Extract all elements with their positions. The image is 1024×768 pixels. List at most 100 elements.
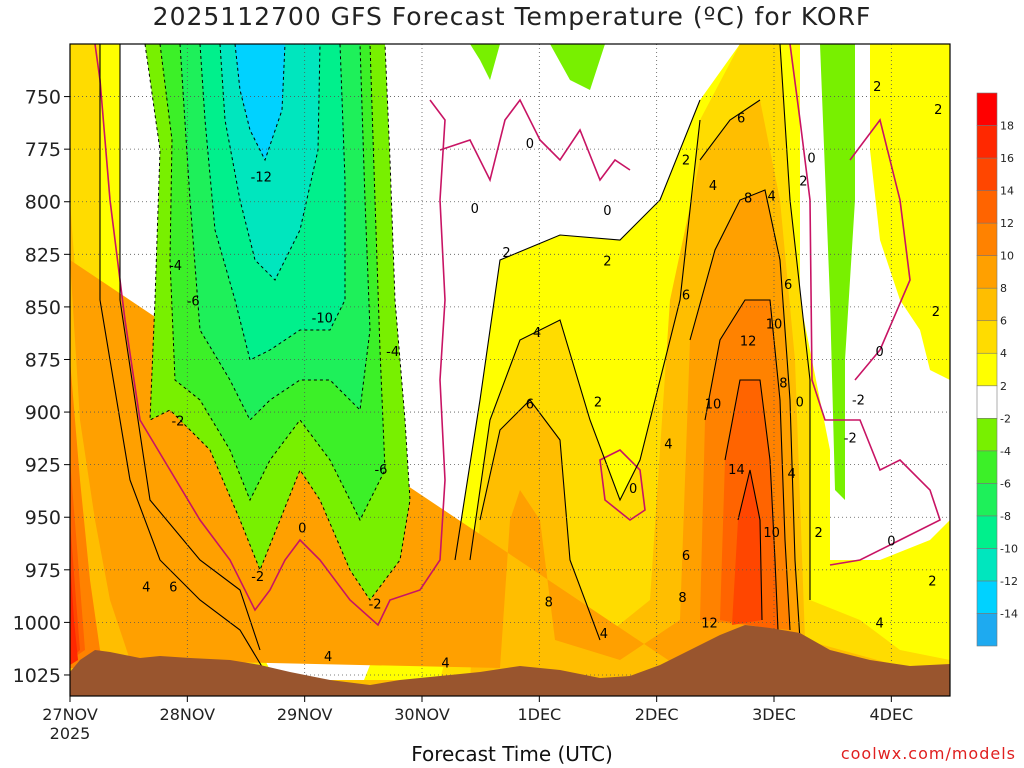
contour-label: 2 bbox=[873, 80, 881, 95]
contour-label: -12 bbox=[251, 171, 272, 186]
contour-label: 10 bbox=[763, 526, 780, 541]
contour-label: 10 bbox=[766, 318, 783, 333]
contour-label: 2 bbox=[603, 255, 611, 270]
color-scale-label: -14 bbox=[1000, 607, 1018, 620]
region-16-18 bbox=[70, 560, 78, 665]
contour-label: -2 bbox=[844, 431, 857, 446]
credit-text: coolwx.com/models bbox=[840, 744, 1016, 763]
contour-label: 2 bbox=[682, 154, 690, 169]
y-tick-label: 950 bbox=[25, 507, 61, 529]
contour-label: -2 bbox=[852, 393, 865, 408]
region-minus-14 bbox=[235, 44, 285, 160]
plot-frame bbox=[69, 43, 951, 697]
terrain bbox=[70, 625, 950, 696]
contour-label: 2 bbox=[502, 246, 510, 261]
contour-label: -10 bbox=[312, 311, 333, 326]
contour-label: 4 bbox=[600, 627, 608, 642]
contour-label: -2 bbox=[171, 414, 184, 429]
contour-label: 0 bbox=[807, 152, 815, 167]
color-scale-label: -10 bbox=[1000, 542, 1018, 555]
contour-label: -2 bbox=[251, 570, 264, 585]
contour-label: -6 bbox=[374, 463, 387, 478]
contour-label: -2 bbox=[369, 597, 382, 612]
contour-label: 0 bbox=[603, 204, 611, 219]
contour-label: 6 bbox=[682, 549, 690, 564]
zero-isotherm-middle bbox=[439, 98, 631, 183]
contour-label: 0 bbox=[875, 345, 883, 360]
contour-label: 10 bbox=[705, 398, 722, 413]
color-scale-label: -12 bbox=[1000, 575, 1018, 588]
warm-contours bbox=[99, 44, 811, 681]
color-scale-label: 2 bbox=[1000, 380, 1007, 393]
color-scale-box bbox=[976, 222, 998, 256]
contour-label: 2 bbox=[814, 526, 822, 541]
contour-label: 12 bbox=[701, 616, 718, 631]
contour-label: 2 bbox=[934, 103, 942, 118]
y-tick-label: 925 bbox=[25, 455, 61, 477]
contour-label: -6 bbox=[187, 295, 200, 310]
color-scale-box bbox=[976, 580, 998, 614]
x-tick-label: 30NOV bbox=[394, 705, 450, 724]
y-tick-label: 800 bbox=[25, 192, 61, 214]
y-tick-label: 775 bbox=[25, 139, 61, 161]
color-scale-label: 14 bbox=[1000, 185, 1014, 198]
contour-label: 0 bbox=[298, 522, 306, 537]
color-scale-box bbox=[976, 190, 998, 224]
zero-isotherm-northeast bbox=[849, 118, 911, 381]
y-tick-label: 750 bbox=[25, 87, 61, 109]
cold-contours bbox=[144, 44, 411, 601]
contour-label: 8 bbox=[744, 192, 752, 207]
color-scale-box bbox=[976, 613, 998, 647]
contour-label: 4 bbox=[875, 616, 883, 631]
y-tick-label: 1000 bbox=[13, 612, 61, 634]
contour-label: 0 bbox=[887, 534, 895, 549]
contour-label: 0 bbox=[526, 137, 534, 152]
color-scale-label: -8 bbox=[1000, 510, 1011, 523]
contour-label: 8 bbox=[545, 595, 553, 610]
color-scale-box bbox=[976, 287, 998, 322]
contour-label: 4 bbox=[768, 189, 776, 204]
color-scale-label: 8 bbox=[1000, 282, 1007, 295]
contour-label: 4 bbox=[787, 467, 795, 482]
region-2-4-upper-right bbox=[870, 44, 950, 380]
contour-label: 0 bbox=[796, 396, 804, 411]
x-tick-sublabel: 2025 bbox=[50, 724, 91, 743]
contour-label: 2 bbox=[932, 305, 940, 320]
contour-label: 2 bbox=[799, 175, 807, 190]
contour-label: 6 bbox=[169, 581, 177, 596]
color-scale-box bbox=[976, 515, 998, 549]
contour-label: 8 bbox=[779, 377, 787, 392]
x-tick-label: 27NOV bbox=[42, 705, 98, 724]
chart-title: 2025112700 GFS Forecast Temperature (ºC)… bbox=[152, 2, 872, 31]
color-scale-label: -4 bbox=[1000, 445, 1011, 458]
color-scale-label: 6 bbox=[1000, 315, 1007, 328]
contour-label: 4 bbox=[664, 438, 672, 453]
x-tick-label: 2DEC bbox=[635, 705, 679, 724]
contour-label: 4 bbox=[441, 656, 449, 671]
grid-lines bbox=[70, 44, 950, 696]
contour-label: 6 bbox=[526, 398, 534, 413]
color-scale-label: 16 bbox=[1000, 152, 1014, 165]
y-tick-label: 975 bbox=[25, 560, 61, 582]
color-scale-box bbox=[976, 125, 998, 159]
contour-label: 12 bbox=[740, 335, 757, 350]
color-scale-label: -6 bbox=[1000, 477, 1011, 490]
color-scale-label: 18 bbox=[1000, 120, 1014, 133]
color-scale-label: 12 bbox=[1000, 217, 1014, 230]
color-scale-label: 4 bbox=[1000, 347, 1007, 360]
x-tick-label: 28NOV bbox=[160, 705, 216, 724]
color-scale-box bbox=[976, 320, 998, 354]
contour-label: 0 bbox=[629, 482, 637, 497]
zero-isotherm-loop bbox=[599, 449, 646, 521]
contour-label: 2 bbox=[928, 574, 936, 589]
color-scale-box bbox=[976, 385, 998, 419]
contour-label: 4 bbox=[324, 650, 332, 665]
contour-label: 4 bbox=[709, 179, 717, 194]
contour-label: 4 bbox=[533, 326, 541, 341]
x-axis-label: Forecast Time (UTC) bbox=[411, 742, 613, 766]
color-scale-box bbox=[976, 255, 998, 289]
x-tick-label: 3DEC bbox=[752, 705, 796, 724]
